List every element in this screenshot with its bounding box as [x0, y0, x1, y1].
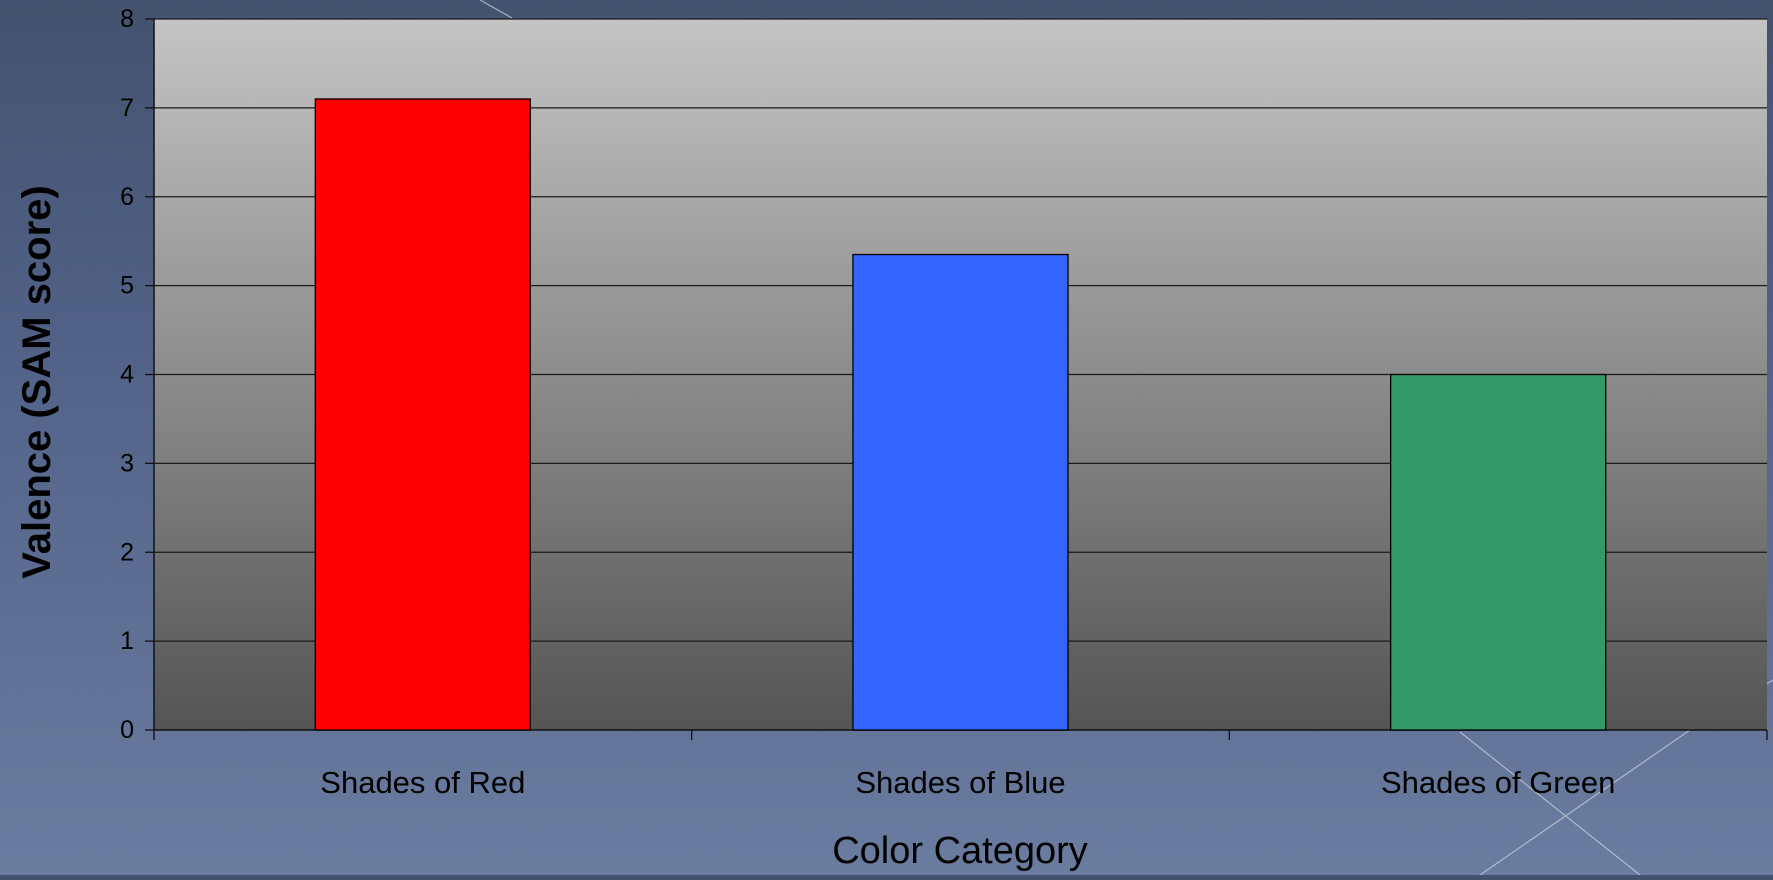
y-tick-label: 8: [120, 5, 134, 33]
x-axis: Shades of Red Shades of Blue Shades of Gre…: [153, 729, 1768, 800]
y-tick-label: 0: [120, 716, 134, 744]
x-axis-title: Color Category: [832, 830, 1088, 872]
y-tick-label: 2: [120, 538, 134, 566]
y-tick-label: 3: [120, 449, 134, 477]
x-tick-label: Shades of Green: [1381, 765, 1615, 800]
y-tick-label: 4: [120, 361, 134, 389]
y-axis-title: Valence (SAM score): [15, 185, 59, 579]
bars: [314, 98, 1607, 731]
bar: [852, 253, 1069, 731]
y-tick-label: 6: [120, 183, 134, 211]
y-tick-label: 5: [120, 272, 134, 300]
bar: [1389, 373, 1607, 731]
y-tick-label: 1: [120, 627, 134, 655]
y-axis: 0 1 2 3 4 5 6 7 8: [120, 5, 155, 744]
x-tick-label: Shades of Blue: [855, 765, 1065, 800]
x-tick-label: Shades of Red: [320, 765, 525, 800]
bar: [314, 98, 532, 731]
y-tick-label: 7: [120, 94, 134, 122]
